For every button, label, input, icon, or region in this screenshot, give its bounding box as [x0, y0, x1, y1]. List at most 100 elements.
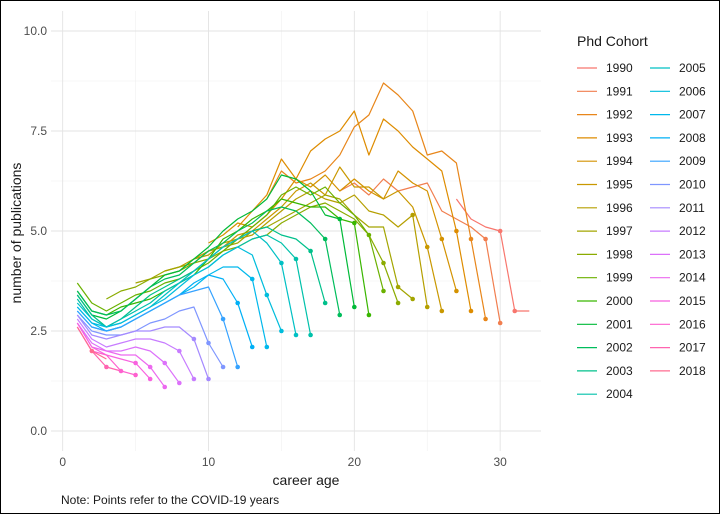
covid-point-1990 — [512, 308, 518, 314]
series-line-2015 — [76, 322, 151, 380]
covid-point-2007 — [264, 344, 270, 350]
y-tick-label: 5.0 — [30, 224, 47, 238]
covid-point-1996 — [424, 304, 430, 310]
series-line-2010 — [76, 306, 224, 368]
covid-point-2007 — [249, 276, 255, 282]
legend-label-1990: 1990 — [606, 61, 633, 75]
legend-label-2014: 2014 — [679, 271, 706, 285]
y-tick-label: 7.5 — [30, 124, 47, 138]
covid-point-1998 — [395, 300, 401, 306]
covid-point-2006 — [279, 328, 284, 334]
series-line-2006 — [76, 246, 282, 332]
covid-point-2016 — [133, 372, 138, 378]
series-line-2008 — [76, 274, 253, 348]
series-lines — [76, 82, 530, 388]
covid-point-1997 — [395, 284, 401, 290]
legend-label-1991: 1991 — [606, 84, 633, 98]
y-axis-title: number of publications — [8, 163, 24, 304]
legend-label-2015: 2015 — [679, 294, 706, 308]
covid-point-2010 — [220, 364, 226, 370]
series-line-1990 — [455, 198, 530, 312]
x-axis-title: career age — [273, 472, 340, 488]
series-line-2002 — [76, 206, 341, 316]
series-line-1995 — [193, 166, 443, 312]
x-tick-label: 10 — [202, 455, 216, 469]
covid-point-1995 — [439, 308, 445, 314]
covid-point-2010 — [206, 340, 211, 346]
covid-point-2001 — [337, 216, 343, 222]
x-tick-label: 0 — [59, 455, 66, 469]
covid-point-1991 — [497, 320, 503, 326]
legend-label-1998: 1998 — [606, 247, 633, 261]
covid-point-2011 — [191, 336, 197, 342]
covid-point-1994 — [439, 236, 445, 242]
legend-label-2010: 2010 — [679, 178, 706, 192]
legend-label-2007: 2007 — [679, 108, 706, 122]
footnote: Note: Points refer to the COVID-19 years — [61, 493, 279, 507]
y-tick-label: 10.0 — [24, 24, 48, 38]
y-tick-label: 0.0 — [30, 424, 47, 438]
covid-point-1998 — [381, 260, 386, 266]
covid-point-2003 — [308, 248, 313, 254]
covid-point-2005 — [293, 332, 299, 338]
series-line-2003 — [76, 226, 326, 328]
series-line-1991 — [339, 178, 501, 324]
covid-point-1993 — [454, 228, 459, 234]
covid-point-2015 — [147, 376, 153, 382]
covid-point-2009 — [220, 316, 226, 322]
covid-point-1992 — [468, 236, 474, 242]
legend-label-1992: 1992 — [606, 108, 633, 122]
legend-label-1999: 1999 — [606, 271, 633, 285]
series-line-1999 — [76, 186, 385, 312]
covid-point-2017 — [104, 364, 109, 370]
covid-point-1995 — [424, 244, 430, 250]
x-tick-label: 20 — [348, 455, 362, 469]
covid-point-2003 — [322, 300, 328, 306]
series-line-1996 — [164, 190, 428, 308]
series-line-2000 — [76, 198, 370, 316]
covid-points — [89, 212, 518, 390]
legend-label-2006: 2006 — [679, 84, 706, 98]
series-line-2004 — [76, 234, 312, 336]
x-axis-ticks: 0 10 20 30 — [59, 455, 507, 469]
legend-label-1994: 1994 — [606, 154, 633, 168]
covid-point-2014 — [147, 364, 153, 370]
covid-point-2002 — [337, 312, 343, 318]
legend-label-2012: 2012 — [679, 224, 706, 238]
covid-point-2014 — [162, 384, 168, 390]
series-line-1993 — [237, 110, 472, 312]
covid-point-1991 — [483, 236, 488, 242]
covid-point-2016 — [118, 368, 124, 374]
covid-point-1990 — [497, 228, 503, 234]
covid-point-2001 — [352, 304, 357, 310]
covid-point-2009 — [235, 364, 240, 370]
legend-label-2011: 2011 — [679, 201, 705, 215]
covid-point-1999 — [366, 232, 372, 238]
legend-label-2003: 2003 — [606, 364, 633, 378]
legend: Phd Cohort 1990 1991 1992 1993 1994 1995 1996 1… — [577, 33, 706, 401]
covid-point-2013 — [177, 380, 182, 386]
covid-point-1996 — [410, 212, 415, 218]
y-axis-ticks: 0.0 2.5 5.0 7.5 10.0 — [24, 24, 48, 438]
covid-point-2015 — [133, 360, 138, 366]
series-line-2009 — [76, 286, 239, 368]
legend-label-2018: 2018 — [679, 364, 706, 378]
legend-label-1997: 1997 — [606, 224, 633, 238]
covid-point-2000 — [366, 312, 372, 318]
y-tick-label: 2.5 — [30, 324, 47, 338]
covid-point-1994 — [454, 288, 459, 294]
covid-point-2018 — [89, 348, 95, 354]
series-line-2011 — [76, 314, 210, 380]
covid-point-2008 — [235, 300, 240, 306]
legend-label-2009: 2009 — [679, 154, 706, 168]
covid-point-2004 — [308, 332, 313, 338]
grid — [51, 11, 541, 451]
legend-label-1995: 1995 — [606, 178, 633, 192]
covid-point-1999 — [381, 288, 386, 294]
covid-point-2004 — [293, 256, 299, 262]
covid-point-2008 — [249, 344, 255, 350]
covid-point-2006 — [264, 292, 270, 298]
covid-point-2002 — [322, 236, 328, 242]
